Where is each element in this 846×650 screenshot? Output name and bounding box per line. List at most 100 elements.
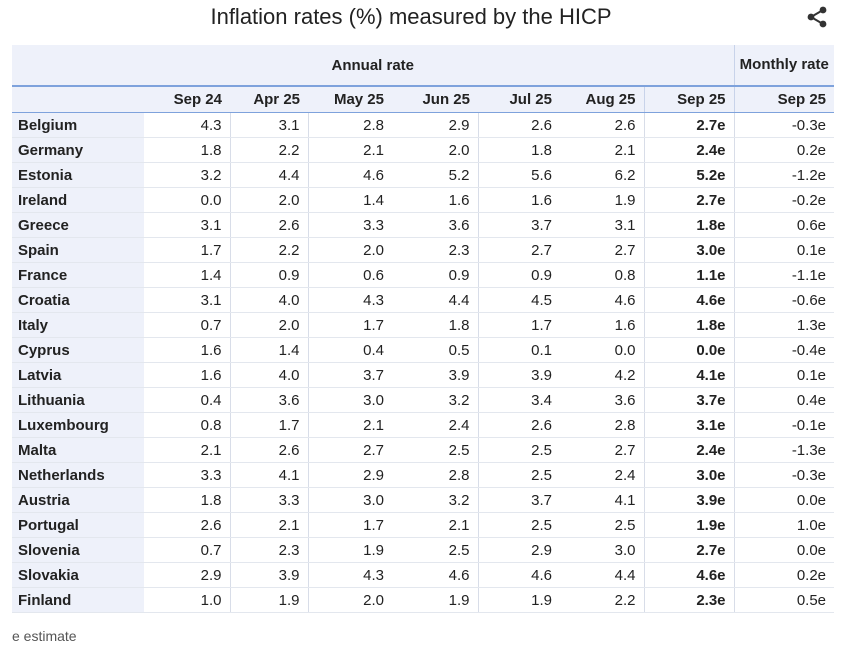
annual-rate-cell: 1.4	[230, 337, 309, 363]
country-name: Estonia	[12, 162, 144, 188]
annual-rate-cell: 3.9	[392, 362, 479, 388]
annual-rate-cell: 3.2	[392, 387, 479, 413]
annual-rate-cell: 1.6	[392, 187, 479, 213]
annual-rate-cell: 0.1	[478, 337, 560, 363]
annual-rate-cell: 2.1	[230, 512, 309, 538]
annual-rate-cell: 2.1	[560, 137, 645, 163]
annual-rate-cell: 4.5	[478, 287, 560, 313]
annual-rate-cell: 3.1e	[644, 412, 735, 438]
annual-rate-cell: 1.8	[144, 137, 231, 163]
annual-rate-cell: 3.0e	[644, 462, 735, 488]
country-column-header	[12, 86, 144, 113]
annual-rate-cell: 0.0e	[644, 337, 735, 363]
annual-rate-cell: 1.6	[144, 362, 231, 388]
annual-rate-cell: 3.3	[308, 212, 392, 238]
annual-rate-cell: 1.7	[308, 312, 392, 338]
annual-rate-cell: 3.4	[478, 387, 560, 413]
annual-rate-cell: 2.6	[478, 112, 560, 138]
column-header: Jul 25	[478, 86, 560, 113]
annual-rate-cell: 2.2	[230, 237, 309, 263]
annual-rate-cell: 4.3	[308, 287, 392, 313]
annual-rate-cell: 3.0	[560, 537, 645, 563]
annual-rate-cell: 3.1	[230, 112, 309, 138]
annual-rate-cell: 2.1	[392, 512, 479, 538]
annual-rate-cell: 2.6	[560, 112, 645, 138]
annual-rate-cell: 1.4	[144, 262, 231, 288]
country-name: Italy	[12, 312, 144, 338]
annual-rate-cell: 0.6	[308, 262, 392, 288]
annual-rate-cell: 1.8	[392, 312, 479, 338]
annual-rate-cell: 2.5	[478, 512, 560, 538]
annual-rate-cell: 2.6	[230, 437, 309, 463]
annual-rate-cell: 1.8	[478, 137, 560, 163]
annual-rate-cell: 3.1	[560, 212, 645, 238]
table-row: Italy 0.7 2.0 1.7 1.8 1.7 1.6 1.8e 1.3e	[12, 312, 835, 338]
column-header: Sep 25	[733, 86, 835, 113]
annual-rate-cell: 2.5	[392, 437, 479, 463]
monthly-rate-cell: 0.4e	[734, 387, 835, 413]
share-icon[interactable]	[805, 5, 829, 29]
annual-rate-cell: 5.2	[392, 162, 479, 188]
monthly-rate-cell: -1.1e	[734, 262, 835, 288]
footnote: e estimate	[12, 628, 77, 644]
annual-rate-cell: 4.3	[308, 562, 392, 588]
table-row: Luxembourg 0.8 1.7 2.1 2.4 2.6 2.8 3.1e -0.1e	[12, 412, 835, 438]
annual-rate-cell: 2.6	[144, 512, 231, 538]
table-row: France 1.4 0.9 0.6 0.9 0.9 0.8 1.1e -1.1e	[12, 262, 835, 288]
annual-rate-cell: 1.1e	[644, 262, 735, 288]
annual-rate-cell: 2.8	[392, 462, 479, 488]
table-row: Slovakia 2.9 3.9 4.3 4.6 4.6 4.4 4.6e 0.2e	[12, 562, 835, 588]
annual-rate-cell: 1.7	[230, 412, 309, 438]
monthly-rate-cell: 0.1e	[734, 362, 835, 388]
country-name: Germany	[12, 137, 144, 163]
annual-rate-cell: 4.1	[230, 462, 309, 488]
annual-rate-cell: 4.1e	[644, 362, 735, 388]
monthly-rate-header: Monthly rate	[733, 45, 835, 87]
column-header: Apr 25	[230, 86, 308, 113]
table-row: Latvia 1.6 4.0 3.7 3.9 3.9 4.2 4.1e 0.1e	[12, 362, 835, 388]
monthly-rate-cell: -1.2e	[734, 162, 835, 188]
annual-rate-cell: 4.0	[230, 287, 309, 313]
annual-rate-cell: 3.7	[308, 362, 392, 388]
annual-rate-cell: 1.7	[144, 237, 231, 263]
annual-rate-cell: 0.0	[560, 337, 645, 363]
country-name: Austria	[12, 487, 144, 513]
annual-rate-cell: 0.7	[144, 537, 231, 563]
annual-rate-cell: 3.3	[144, 462, 231, 488]
monthly-rate-cell: 1.0e	[734, 512, 835, 538]
monthly-rate-cell: 0.0e	[734, 487, 835, 513]
annual-rate-cell: 0.9	[230, 262, 309, 288]
annual-rate-cell: 4.6	[392, 562, 479, 588]
column-header: Jun 25	[392, 86, 478, 113]
annual-rate-cell: 2.2	[560, 587, 645, 613]
table-row: Cyprus 1.6 1.4 0.4 0.5 0.1 0.0 0.0e -0.4e	[12, 337, 835, 363]
annual-rate-cell: 2.6	[230, 212, 309, 238]
annual-rate-cell: 3.6	[560, 387, 645, 413]
annual-rate-cell: 3.6	[392, 212, 479, 238]
annual-rate-cell: 4.4	[392, 287, 479, 313]
annual-rate-cell: 2.9	[392, 112, 479, 138]
table-row: Spain 1.7 2.2 2.0 2.3 2.7 2.7 3.0e 0.1e	[12, 237, 835, 263]
annual-rate-cell: 4.6	[308, 162, 392, 188]
annual-rate-cell: 2.8	[308, 112, 392, 138]
annual-rate-cell: 3.1	[144, 212, 231, 238]
annual-rate-cell: 1.6	[560, 312, 645, 338]
annual-rate-cell: 2.7	[478, 237, 560, 263]
country-name: Portugal	[12, 512, 144, 538]
annual-rate-cell: 2.9	[144, 562, 231, 588]
annual-rate-cell: 5.6	[478, 162, 560, 188]
annual-rate-cell: 2.9	[478, 537, 560, 563]
country-name: Greece	[12, 212, 144, 238]
annual-rate-cell: 5.2e	[644, 162, 735, 188]
annual-rate-cell: 2.7	[560, 437, 645, 463]
annual-rate-cell: 3.9	[230, 562, 309, 588]
table-row: Portugal 2.6 2.1 1.7 2.1 2.5 2.5 1.9e 1.0e	[12, 512, 835, 538]
column-header: Sep 25	[644, 86, 735, 113]
inflation-table: Annual rate Monthly rate Sep 24 Apr 25 M…	[12, 45, 835, 613]
annual-rate-cell: 1.0	[144, 587, 231, 613]
annual-rate-cell: 2.7	[308, 437, 392, 463]
table-row: Netherlands 3.3 4.1 2.9 2.8 2.5 2.4 3.0e -0.3e	[12, 462, 835, 488]
annual-rate-cell: 0.0	[144, 187, 231, 213]
annual-rate-cell: 1.9	[308, 537, 392, 563]
country-name: Slovakia	[12, 562, 144, 588]
